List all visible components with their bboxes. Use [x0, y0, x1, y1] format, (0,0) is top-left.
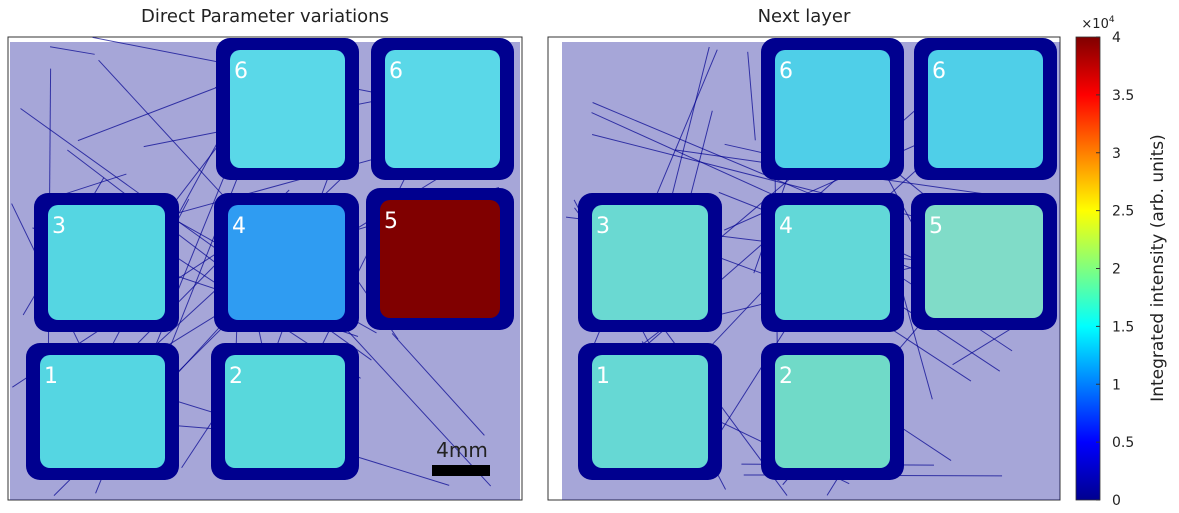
sample [380, 200, 500, 318]
sample-label: 2 [229, 364, 243, 389]
sample-label: 6 [389, 59, 403, 84]
sample-label: 4 [779, 214, 793, 239]
sample [40, 355, 165, 468]
colorbar-tick-label: 1.5 [1112, 319, 1134, 335]
scale-bar-label: 4mm [436, 438, 488, 462]
sample-label: 1 [44, 364, 58, 389]
sample-label: 6 [779, 59, 793, 84]
colorbar-tick-label: 3.5 [1112, 88, 1134, 104]
sample-label: 4 [232, 214, 246, 239]
colorbar-tick-label: 0.5 [1112, 435, 1134, 451]
sample-label: 1 [596, 364, 610, 389]
sample-label: 5 [929, 214, 943, 239]
colorbar-label: Integrated intensity (arb. units) [1148, 134, 1168, 402]
colorbar-tick-label: 4 [1112, 30, 1121, 46]
colorbar-tick-label: 2 [1112, 262, 1121, 278]
colorbar-tick-label: 1 [1112, 377, 1121, 393]
sample [225, 355, 345, 468]
figure: 6 6 3 4 5 1 2 Direct Parameter variations 6 6 3 4 5 1… [0, 0, 1179, 509]
colorbar-multiplier: ×104 [1081, 15, 1114, 32]
sample-label: 3 [596, 214, 610, 239]
colorbar-tick-label: 2.5 [1112, 204, 1134, 220]
panels: 6 6 3 4 5 1 2 Direct Parameter variations 6 6 3 4 5 1… [8, 6, 1060, 500]
sample-label: 6 [234, 59, 248, 84]
colorbar-tick-label: 0 [1112, 493, 1121, 509]
sample-label: 3 [52, 214, 66, 239]
sample-label: 2 [779, 364, 793, 389]
colorbar-tick-label: 3 [1112, 146, 1121, 162]
sample-label: 5 [384, 209, 398, 234]
panel-title: Direct Parameter variations [141, 6, 389, 27]
sample-label: 6 [932, 59, 946, 84]
panel-title: Next layer [758, 6, 851, 27]
scale-bar [432, 465, 490, 476]
